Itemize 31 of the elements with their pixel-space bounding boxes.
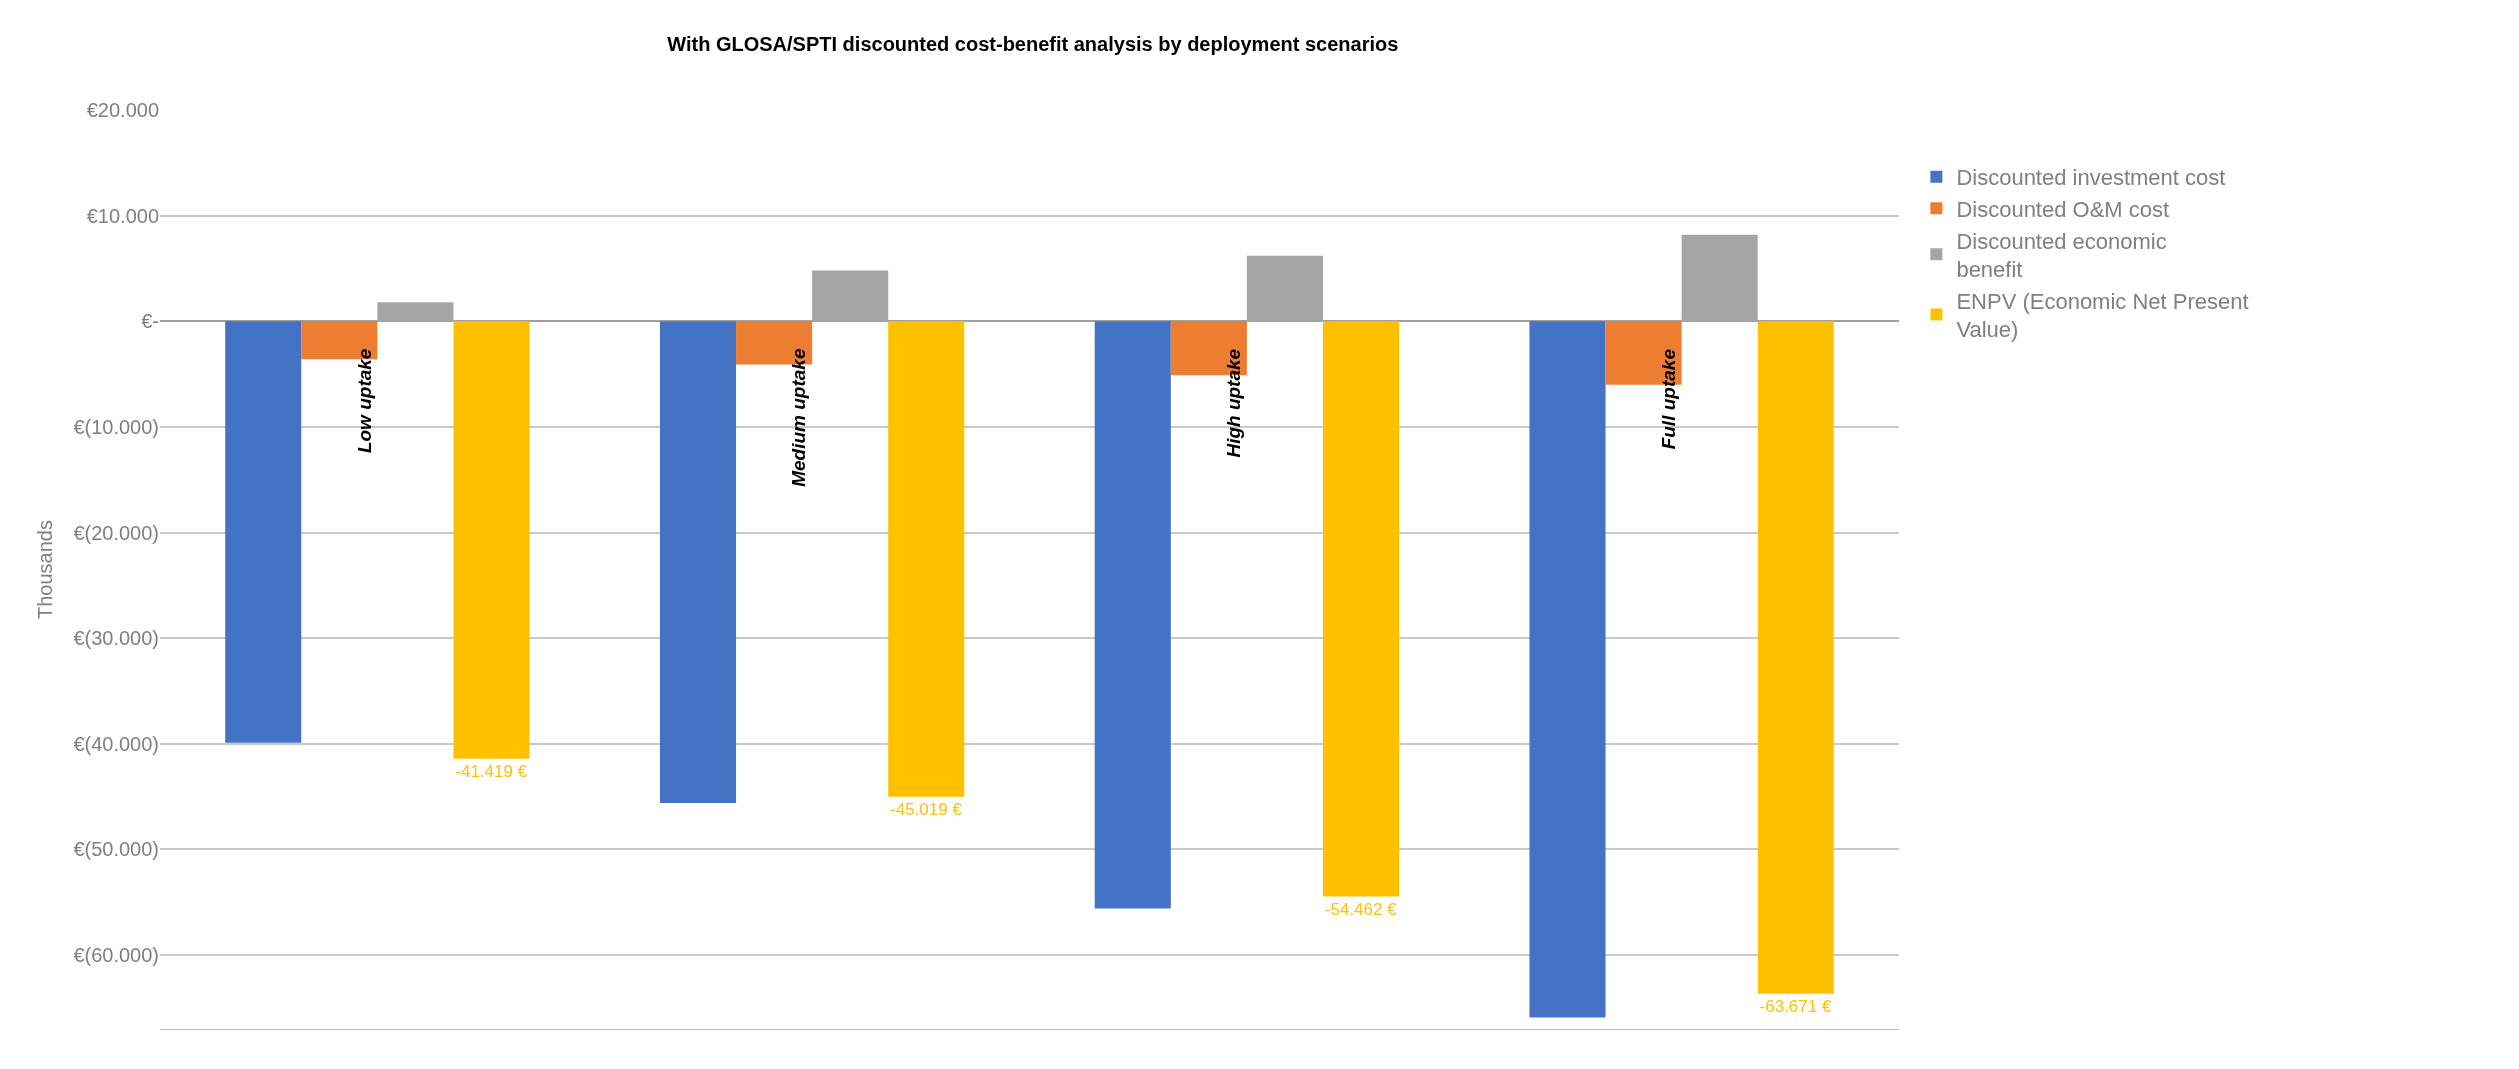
x-tick-label: Full uptake bbox=[1657, 348, 1679, 450]
y-tick-label: €(30.000) bbox=[73, 627, 159, 650]
legend-label: Discounted investment cost bbox=[1956, 165, 2226, 191]
x-tick-label: Medium uptake bbox=[788, 348, 810, 487]
bar bbox=[1322, 321, 1400, 897]
data-label: -41.419 € bbox=[455, 761, 528, 781]
bar bbox=[659, 321, 737, 803]
data-label: -45.019 € bbox=[890, 799, 963, 819]
bar bbox=[1094, 321, 1171, 909]
legend-label: Discounted O&M cost bbox=[1956, 196, 2170, 222]
y-tick-label: €(40.000) bbox=[73, 732, 159, 755]
y-tick-label: €(60.000) bbox=[73, 944, 159, 967]
data-label: -63.671 € bbox=[1759, 996, 1832, 1016]
y-tick-label: €(10.000) bbox=[73, 415, 159, 438]
y-axis-title: Thousands bbox=[33, 520, 56, 619]
legend-label: ENPV (Economic Net Present Value) bbox=[1956, 288, 2249, 343]
bar bbox=[1529, 321, 1606, 1018]
y-tick-label: €(50.000) bbox=[73, 838, 159, 861]
chart-title: With GLOSA/SPTI discounted cost-benefit analysis by deployment scenarios bbox=[667, 33, 1399, 56]
y-tick-label: €(20.000) bbox=[73, 521, 159, 544]
y-tick-label: €10.000 bbox=[86, 204, 159, 227]
y-tick-label: €- bbox=[141, 310, 159, 333]
x-tick-label: Low uptake bbox=[353, 348, 375, 454]
legend-label: Discounted economic benefit bbox=[1956, 228, 2167, 283]
y-tick-label: €20.000 bbox=[86, 99, 159, 121]
bar bbox=[888, 321, 965, 797]
data-label: -54.462 € bbox=[1324, 899, 1398, 919]
bar bbox=[453, 321, 530, 759]
bar bbox=[225, 321, 302, 743]
x-tick-label: High uptake bbox=[1223, 348, 1245, 458]
bar bbox=[1757, 321, 1834, 994]
